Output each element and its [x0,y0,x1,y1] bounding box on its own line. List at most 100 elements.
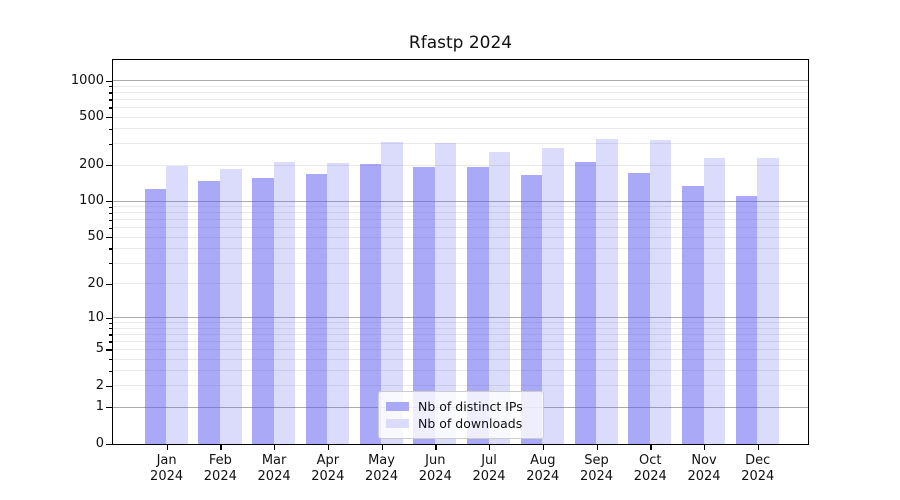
x-tick-mark [166,443,168,451]
x-tick-month: Oct [639,452,662,468]
y-minor-tick-mark [109,328,113,330]
y-tick-label-100: 100 [79,193,104,209]
x-tick-mark [596,443,598,451]
gridline-minor [113,385,808,387]
legend-label-downloads: Nb of downloads [418,416,523,431]
y-tick-label-500: 500 [79,108,104,124]
gridline-minor [113,219,808,221]
x-tick-label-dec: Dec 2024 [728,453,788,485]
gridline-major [113,200,808,202]
x-tick-mark [489,443,491,451]
y-tick-mark [106,385,113,388]
y-tick-label-0: 0 [95,435,104,451]
y-minor-tick-mark [109,219,113,221]
gridline-minor [113,327,808,329]
x-tick-label-feb: Feb 2024 [190,453,250,485]
x-tick-mark [757,443,760,451]
x-tick-year: 2024 [472,468,506,484]
x-tick-label-aug: Aug 2024 [513,453,573,485]
y-tick-mark [106,236,113,239]
y-tick-label-1000: 1000 [70,72,104,88]
bar-jun-distinct-ips [413,167,435,444]
y-tick-mark [106,349,113,351]
x-tick-mark [435,443,437,451]
y-minor-tick-mark [109,227,113,229]
x-tick-label-sep: Sep 2024 [567,453,627,485]
y-tick-label-20: 20 [87,275,104,291]
bar-jul-distinct-ips [467,166,489,444]
x-tick-year: 2024 [741,468,775,484]
x-tick-month: Dec [745,452,771,468]
y-minor-tick-mark [109,107,113,109]
y-minor-tick-mark [109,359,113,361]
x-tick-month: Jun [425,452,446,468]
y-minor-tick-mark [109,99,113,101]
x-tick-label-may: May 2024 [352,453,412,485]
x-tick-label-jun: Jun 2024 [405,453,465,485]
y-minor-tick-mark [109,263,113,265]
x-tick-year: 2024 [311,468,345,484]
gridline-major [113,317,808,319]
bar-jun-downloads [434,143,457,444]
legend-swatch-distinct-ips [386,401,409,412]
bar-sep-distinct-ips [574,162,597,444]
gridline-minor [113,98,808,100]
gridline-minor [113,283,808,285]
y-minor-tick-mark [109,143,113,145]
y-tick-label-200: 200 [79,156,104,172]
gridline-minor [113,333,808,335]
gridline-minor [113,106,808,108]
y-minor-tick-mark [109,370,113,373]
y-minor-tick-mark [109,248,113,250]
y-tick-mark [106,407,113,409]
bar-nov-distinct-ips [682,186,704,444]
y-tick-mark [106,116,113,119]
x-tick-label-jul: Jul 2024 [459,453,519,485]
y-minor-tick-mark [109,341,113,343]
legend-item-downloads: Nb of downloads [386,415,534,432]
x-tick-month: Apr [316,452,340,468]
x-tick-month: May [368,452,395,468]
bar-nov-downloads [703,158,726,444]
y-minor-tick-mark [109,322,113,324]
bar-mar-distinct-ips [252,177,274,444]
gridline-minor [113,349,808,351]
x-tick-month: Nov [691,452,717,468]
gridline-major [113,80,808,82]
x-tick-year: 2024 [579,468,614,484]
y-tick-label-2: 2 [95,377,104,393]
y-minor-tick-mark [109,212,113,214]
y-minor-tick-mark [109,206,113,208]
legend: Nb of distinct IPs Nb of downloads [378,391,544,439]
gridline-minor [113,262,808,264]
gridline-minor [113,340,808,342]
bar-aug-downloads [542,148,564,444]
bar-oct-distinct-ips [628,172,650,444]
gridline-minor [113,212,808,214]
y-tick-label-10: 10 [87,309,104,325]
y-tick-mark [106,201,113,203]
x-tick-year: 2024 [418,468,452,484]
bar-aug-distinct-ips [520,175,543,444]
x-tick-mark [274,443,276,451]
x-tick-label-oct: Oct 2024 [620,453,680,485]
legend-item-distinct-ips: Nb of distinct IPs [386,398,534,415]
x-tick-mark [650,443,652,451]
x-tick-month: Sep [584,452,609,468]
bar-sep-downloads [596,139,618,444]
gridline-minor [113,322,808,324]
bar-feb-distinct-ips [198,181,220,444]
x-tick-month: Feb [208,452,232,468]
legend-swatch-downloads [386,418,409,429]
gridline-minor [113,358,808,360]
gridline-minor [113,128,808,130]
bar-apr-distinct-ips [305,173,328,444]
x-tick-year: 2024 [257,468,291,484]
bar-feb-downloads [219,168,242,444]
x-tick-mark [327,443,330,451]
x-tick-year: 2024 [687,468,721,484]
y-tick-mark [106,443,113,445]
x-tick-label-jan: Jan 2024 [137,453,197,485]
gridline-minor [113,236,808,238]
bar-may-downloads [381,142,403,444]
